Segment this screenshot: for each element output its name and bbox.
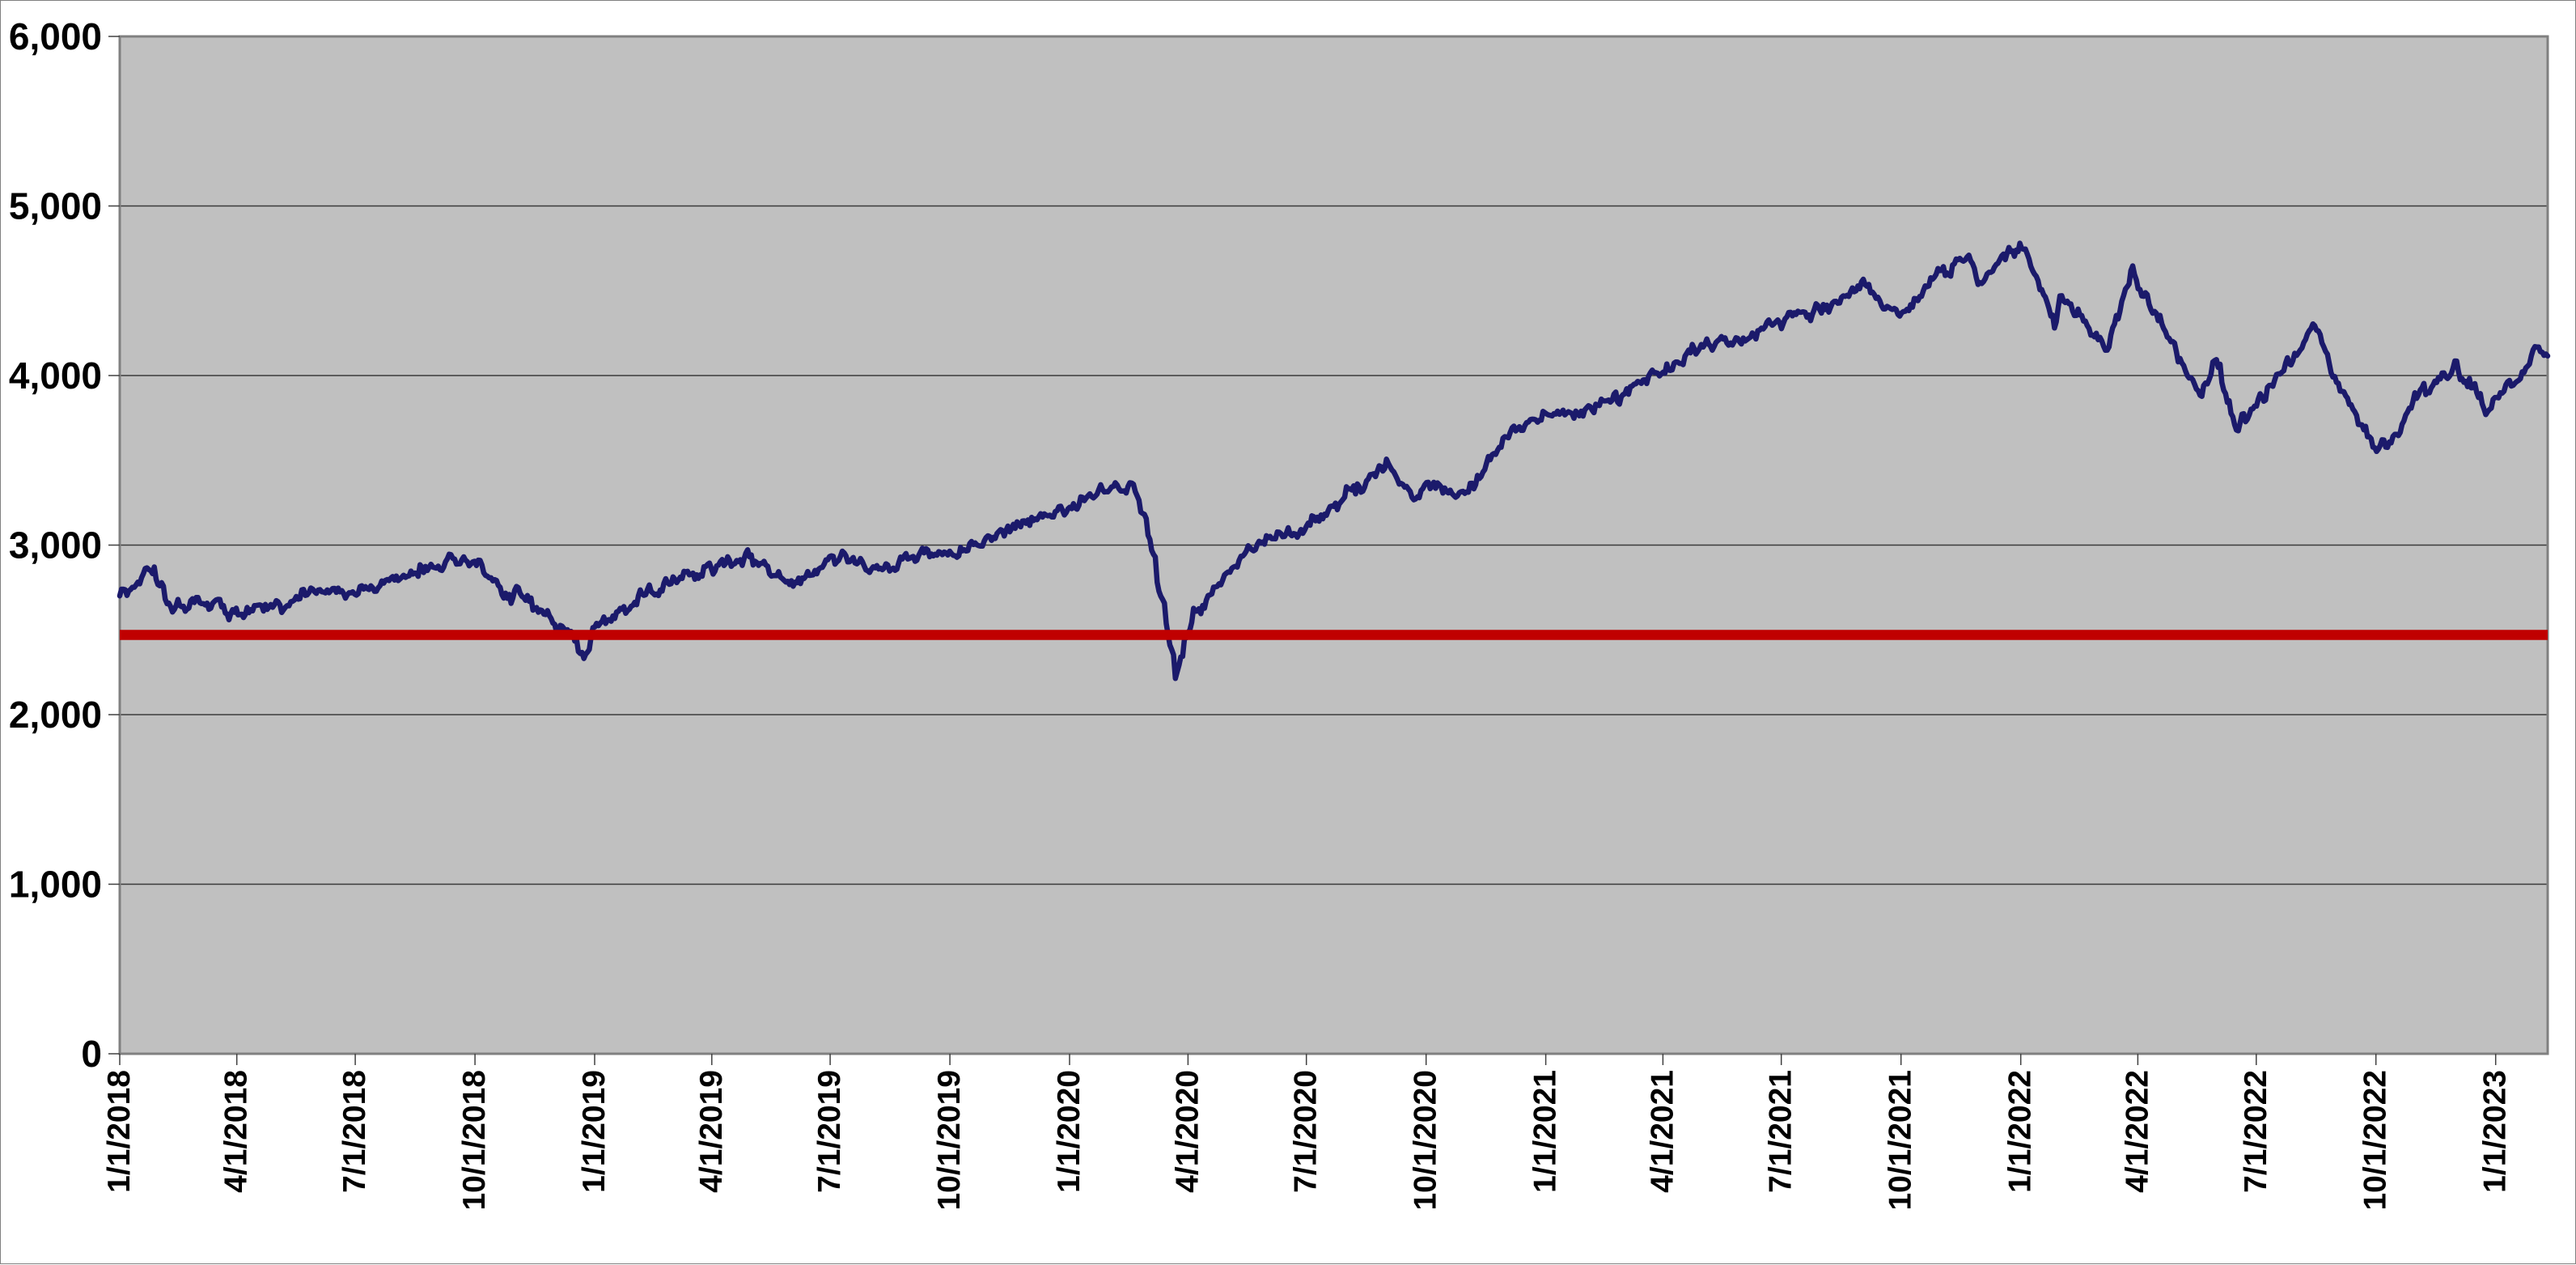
svg-text:1/1/2020: 1/1/2020: [1052, 1070, 1087, 1193]
svg-text:10/1/2022: 10/1/2022: [2358, 1070, 2393, 1211]
svg-text:4/1/2021: 4/1/2021: [1645, 1070, 1680, 1193]
svg-text:6,000: 6,000: [9, 15, 102, 57]
svg-text:10/1/2020: 10/1/2020: [1409, 1070, 1443, 1211]
svg-text:2,000: 2,000: [9, 694, 102, 736]
svg-text:7/1/2022: 7/1/2022: [2239, 1070, 2273, 1193]
svg-text:1/1/2019: 1/1/2019: [577, 1070, 612, 1193]
svg-text:4,000: 4,000: [9, 354, 102, 397]
svg-text:10/1/2018: 10/1/2018: [457, 1070, 492, 1211]
svg-text:4/1/2020: 4/1/2020: [1170, 1070, 1205, 1193]
svg-text:7/1/2018: 7/1/2018: [337, 1070, 372, 1193]
svg-text:4/1/2018: 4/1/2018: [219, 1070, 254, 1193]
svg-text:5,000: 5,000: [9, 185, 102, 227]
svg-text:10/1/2019: 10/1/2019: [932, 1070, 967, 1211]
svg-text:4/1/2022: 4/1/2022: [2120, 1070, 2154, 1193]
svg-text:1/1/2022: 1/1/2022: [2003, 1070, 2038, 1193]
svg-text:1/1/2018: 1/1/2018: [102, 1070, 137, 1193]
svg-text:0: 0: [81, 1033, 102, 1075]
svg-text:7/1/2020: 7/1/2020: [1289, 1070, 1324, 1193]
svg-text:3,000: 3,000: [9, 524, 102, 567]
svg-text:4/1/2019: 4/1/2019: [694, 1070, 729, 1193]
svg-text:10/1/2021: 10/1/2021: [1883, 1070, 1918, 1211]
svg-text:7/1/2021: 7/1/2021: [1764, 1070, 1799, 1193]
svg-text:1,000: 1,000: [9, 864, 102, 906]
svg-text:1/1/2021: 1/1/2021: [1528, 1070, 1563, 1193]
svg-text:1/1/2023: 1/1/2023: [2478, 1070, 2513, 1193]
svg-text:7/1/2019: 7/1/2019: [812, 1070, 847, 1193]
